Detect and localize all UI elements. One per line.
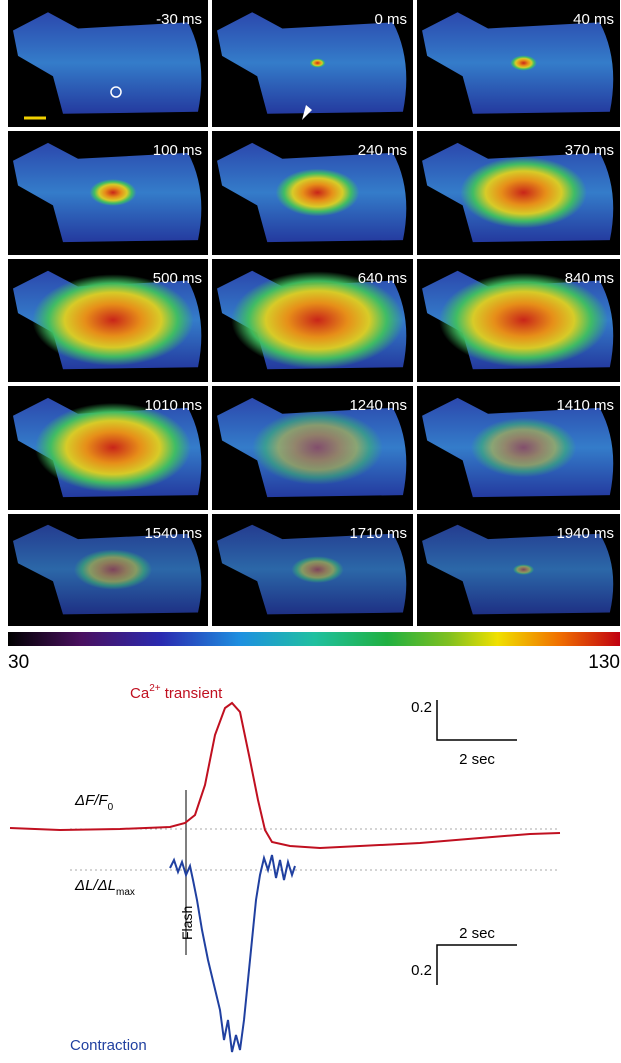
scale-y-label: 0.2: [411, 699, 432, 716]
hotspot: [35, 402, 191, 493]
image-panel: 1540 ms: [8, 514, 208, 626]
df-label: ΔF/F0: [74, 792, 114, 813]
time-label: 0 ms: [374, 11, 407, 28]
hotspot: [252, 410, 383, 485]
scale-bar: [436, 944, 517, 985]
time-label: 40 ms: [573, 11, 614, 28]
hotspot: [460, 156, 587, 229]
hotspot: [89, 179, 137, 206]
time-label: 1240 ms: [349, 397, 407, 414]
time-label: 370 ms: [565, 142, 614, 159]
time-label: -30 ms: [156, 11, 202, 28]
image-panel: 640 ms: [212, 259, 413, 382]
time-label: 640 ms: [358, 270, 407, 287]
time-label: 840 ms: [565, 270, 614, 287]
time-label: 1410 ms: [556, 397, 614, 414]
hotspot: [510, 55, 537, 71]
image-panel: 0 ms: [212, 0, 413, 127]
hotspot: [291, 556, 344, 583]
arrowhead: [302, 105, 312, 120]
hotspot: [309, 58, 326, 68]
time-label: 1540 ms: [144, 525, 202, 542]
marker-circle: [110, 86, 122, 98]
image-panel: 100 ms: [8, 131, 208, 255]
image-panel: -30 ms: [8, 0, 208, 127]
image-panel: 1410 ms: [417, 386, 620, 510]
colorbar-max: 130: [588, 652, 620, 673]
time-label: 1010 ms: [144, 397, 202, 414]
contraction-label: Contraction: [70, 1037, 147, 1054]
image-panel: 370 ms: [417, 131, 620, 255]
image-panel: 1940 ms: [417, 514, 620, 626]
calcium-label: Ca2+ transient: [130, 683, 223, 702]
scale-bar: [436, 700, 517, 741]
image-panel: 40 ms: [417, 0, 620, 127]
hotspot: [439, 272, 609, 368]
time-label: 1710 ms: [349, 525, 407, 542]
hotspot: [275, 168, 360, 217]
image-panel: 1010 ms: [8, 386, 208, 510]
image-panel: 1710 ms: [212, 514, 413, 626]
image-panel: 840 ms: [417, 259, 620, 382]
hotspot: [470, 417, 577, 478]
flash-label: Flash: [179, 906, 195, 940]
image-panel: 500 ms: [8, 259, 208, 382]
time-label: 1940 ms: [556, 525, 614, 542]
image-grid: -30 ms 0 ms 40 ms 100 ms 240 ms 370 ms 500 ms 6…: [8, 0, 620, 626]
hotspot: [74, 549, 152, 590]
cell: [13, 12, 202, 114]
time-label: 240 ms: [358, 142, 407, 159]
image-panel: 240 ms: [212, 131, 413, 255]
scale-x-label: 2 sec: [459, 751, 495, 768]
colorbar-min: 30: [8, 652, 29, 673]
dl-label: ΔL/ΔLmax: [74, 877, 135, 898]
hotspot: [513, 564, 535, 575]
contraction-trace: [169, 854, 296, 1053]
time-label: 500 ms: [153, 270, 202, 287]
image-panel: 1240 ms: [212, 386, 413, 510]
scale-x-label: 2 sec: [459, 925, 495, 942]
time-label: 100 ms: [153, 142, 202, 159]
hotspot: [231, 271, 404, 369]
colorbar: [8, 632, 620, 646]
calcium-trace: [9, 701, 561, 850]
hotspot: [32, 274, 194, 366]
scale-y-label: 0.2: [411, 962, 432, 979]
